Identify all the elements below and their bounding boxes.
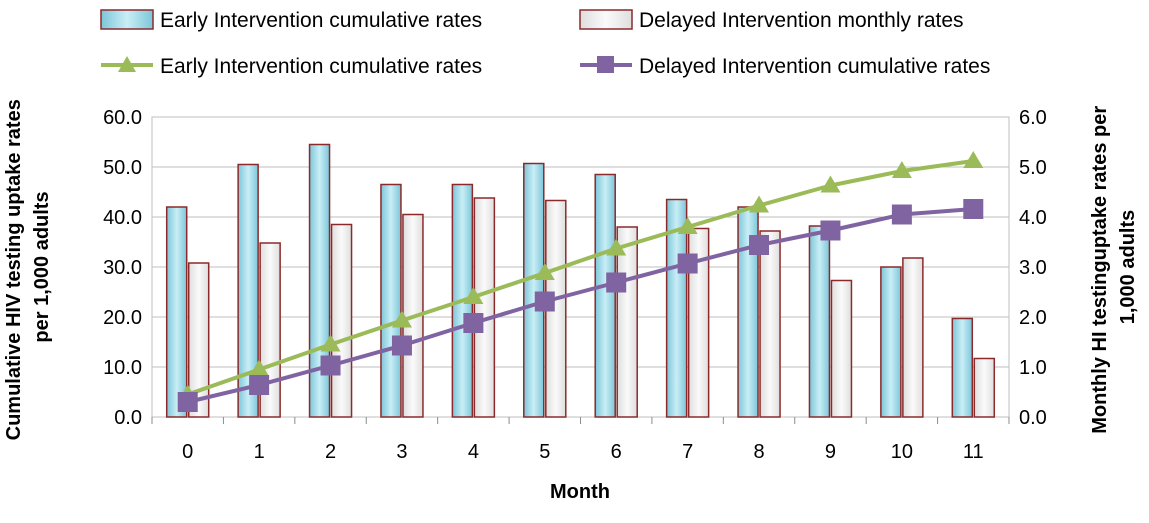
legend-swatch-delayed-bar (579, 9, 633, 30)
line-delayed-cumulative (187, 207, 974, 404)
line-early-cumulative (187, 159, 974, 397)
y2-axis-title-line2: 1,000 adults (1117, 210, 1139, 325)
bar-early (880, 266, 902, 418)
marker-delayed (820, 220, 841, 241)
marker-delayed (891, 204, 912, 225)
x-tick-label: 7 (682, 441, 693, 463)
x-tick-label: 1 (254, 441, 265, 463)
marker-delayed (177, 392, 198, 412)
bar-delayed (330, 223, 353, 418)
marker-early (320, 334, 341, 352)
marker-early (463, 287, 484, 304)
marker-early (820, 175, 841, 193)
marker-delayed (463, 313, 484, 333)
y2-tick-label: 0.0 (1019, 407, 1047, 429)
bars (165, 143, 996, 418)
y-axis-title-line1: Cumulative HIV testing uptake rates (3, 99, 25, 440)
bar-early (237, 163, 259, 418)
legend-marker-delayed (597, 56, 614, 73)
marker-early (249, 359, 270, 377)
x-tick-label: 9 (825, 441, 836, 463)
marker-early (606, 238, 627, 256)
legend-label-delayed-line: Delayed Intervention cumulative rates (639, 55, 990, 78)
x-tick-label: 3 (396, 441, 407, 463)
marker-early (963, 151, 984, 168)
marker-early (891, 161, 912, 178)
marker-delayed (320, 355, 341, 376)
bar-early (523, 162, 545, 418)
y2-axis-title: Monthly HI testinguptake rates per 1,000… (1089, 100, 1139, 433)
y-tick-label: 30.0 (103, 257, 142, 279)
marker-delayed (963, 199, 984, 219)
x-tick-label: 2 (325, 441, 336, 463)
bar-early (165, 206, 188, 418)
marker-early (534, 263, 555, 280)
left-axis-ticks: 0.0 10.0 20.0 30.0 40.0 50.0 60.0 (103, 107, 142, 429)
marker-delayed (677, 253, 698, 274)
bar-early (808, 225, 831, 418)
legend: Early Intervention cumulative rates Dela… (100, 9, 990, 78)
right-axis-ticks: 0.0 1.0 2.0 3.0 4.0 5.0 6.0 (1019, 107, 1047, 429)
bar-delayed (830, 279, 853, 418)
y-axis-title-line2: per 1,000 adults (31, 191, 53, 342)
bar-delayed (473, 197, 496, 418)
y-tick-label: 10.0 (103, 357, 142, 379)
x-tick-label: 8 (753, 441, 764, 463)
legend-swatch-early-bar (100, 9, 154, 30)
bar-delayed (973, 357, 996, 418)
bar-delayed (187, 262, 210, 418)
bar-early (308, 143, 331, 418)
x-tick-label: 11 (963, 441, 984, 463)
y2-tick-label: 2.0 (1019, 307, 1047, 329)
legend-label-early-line: Early Intervention cumulative rates (160, 55, 482, 78)
legend-marker-early (118, 56, 136, 72)
marker-delayed (391, 335, 412, 356)
y2-tick-label: 4.0 (1019, 207, 1047, 229)
bar-delayed (759, 230, 781, 418)
y-tick-label: 60.0 (103, 107, 142, 129)
x-tick-label: 0 (182, 441, 193, 463)
x-tick-label: 4 (468, 441, 479, 463)
x-axis-ticks: 0 1 2 3 4 5 6 7 8 9 10 11 (151, 417, 1010, 463)
bar-early (951, 317, 974, 418)
lines (177, 151, 984, 412)
x-tick-label: 6 (611, 441, 622, 463)
y-axis-title: Cumulative HIV testing uptake rates per … (3, 94, 53, 441)
y2-tick-label: 6.0 (1019, 107, 1047, 129)
x-tick-label: 10 (891, 441, 913, 463)
y2-tick-label: 5.0 (1019, 157, 1047, 179)
marker-early (749, 195, 770, 213)
marker-delayed (249, 375, 270, 395)
bar-delayed (902, 257, 924, 418)
y-tick-label: 50.0 (103, 157, 142, 179)
marker-delayed (534, 291, 555, 312)
bar-early (594, 173, 616, 418)
y2-tick-label: 3.0 (1019, 257, 1047, 279)
legend-label-early-bar: Early Intervention cumulative rates (160, 9, 482, 32)
y2-axis-title-line1: Monthly HI testinguptake rates per (1089, 106, 1111, 434)
bar-early (380, 183, 402, 418)
y2-tick-label: 1.0 (1019, 357, 1047, 379)
y-tick-label: 0.0 (114, 407, 142, 429)
x-tick-label: 5 (539, 441, 550, 463)
legend-label-delayed-bar: Delayed Intervention monthly rates (639, 9, 964, 32)
y-tick-label: 40.0 (103, 207, 142, 229)
marker-early (391, 310, 412, 328)
bar-delayed (687, 227, 710, 418)
y-tick-label: 20.0 (103, 307, 142, 329)
marker-delayed (606, 272, 627, 293)
marker-delayed (749, 235, 770, 255)
x-axis-title: Month (550, 481, 610, 503)
marker-early (677, 217, 698, 234)
